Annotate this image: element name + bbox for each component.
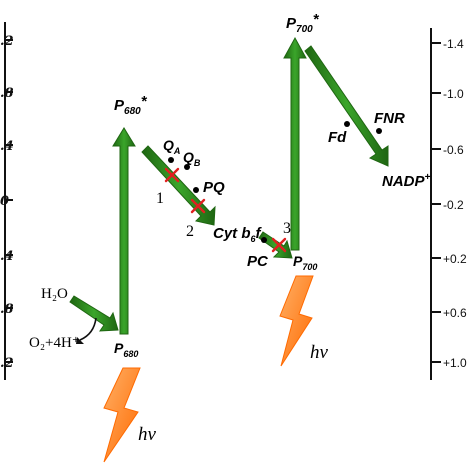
p680-star-label: P680* (114, 93, 148, 117)
qa-label: QA (163, 137, 180, 156)
qb-label: QB (183, 149, 201, 168)
lightning-bolt-psii (103, 367, 141, 463)
oxygen-release-arrowhead (76, 337, 84, 344)
lightning-bolt-psi (279, 275, 314, 367)
site-number-1: 1 (156, 190, 164, 207)
pq-label: PQ (203, 179, 225, 196)
qa-dot (168, 157, 174, 163)
fnr-dot (376, 128, 382, 134)
p700-star-label: P700* (286, 11, 320, 35)
nadp-label: NADP+ (382, 172, 431, 190)
right-tick-5: +0.2 (443, 252, 467, 266)
inhibition-site-3 (271, 237, 287, 253)
right-axis: -1.4 -1.0 -0.6 -0.2 +0.2 +0.6 +1.0 (430, 28, 467, 380)
right-tick-7: +1.0 (443, 356, 467, 370)
fnr-label: FNR (374, 110, 405, 127)
photon-label-psi: hν (310, 342, 329, 363)
right-tick-2: -1.0 (443, 87, 464, 101)
oxygen-release-curve (79, 317, 97, 341)
left-tick-5: .4 (0, 249, 14, 264)
cyt-b6f-label: Cyt b6f (213, 225, 263, 244)
left-tick-2: .8 (0, 86, 14, 101)
right-tick-4: -0.2 (443, 198, 464, 212)
p700-label: P700 (293, 253, 317, 272)
pc-label: PC (247, 253, 269, 270)
psii-excitation-arrow (112, 127, 136, 335)
left-tick-7: .2 (0, 356, 14, 371)
site-number-3: 3 (283, 220, 291, 237)
inhibition-site-1 (164, 167, 180, 183)
left-tick-4: 0 (0, 194, 9, 209)
right-tick-3: -0.6 (443, 143, 464, 157)
fd-label: Fd (328, 129, 347, 146)
psi-electron-transport-arrow (304, 45, 389, 167)
left-tick-3: .4 (0, 139, 14, 154)
photon-label-psii: hν (138, 424, 157, 445)
fd-dot (344, 121, 350, 127)
oxygen-protons-label: O₂+4H⁺ (29, 335, 80, 351)
left-tick-1: .2 (0, 34, 14, 49)
p680-label: P680 (114, 340, 138, 359)
left-axis: .2 .8 .4 0 .4 .8 .2 (0, 22, 14, 380)
cyt-dot (261, 237, 267, 243)
water-label: H₂O (41, 286, 68, 302)
right-tick-1: -1.4 (443, 37, 464, 51)
water-splitting-arrow (69, 295, 119, 332)
site-number-2: 2 (186, 223, 194, 240)
inhibition-site-2 (190, 198, 206, 214)
pq-dot (193, 187, 199, 193)
psi-excitation-arrow (283, 36, 307, 251)
qb-dot (184, 164, 190, 170)
right-tick-6: +0.6 (443, 306, 467, 320)
left-tick-6: .8 (0, 302, 14, 317)
